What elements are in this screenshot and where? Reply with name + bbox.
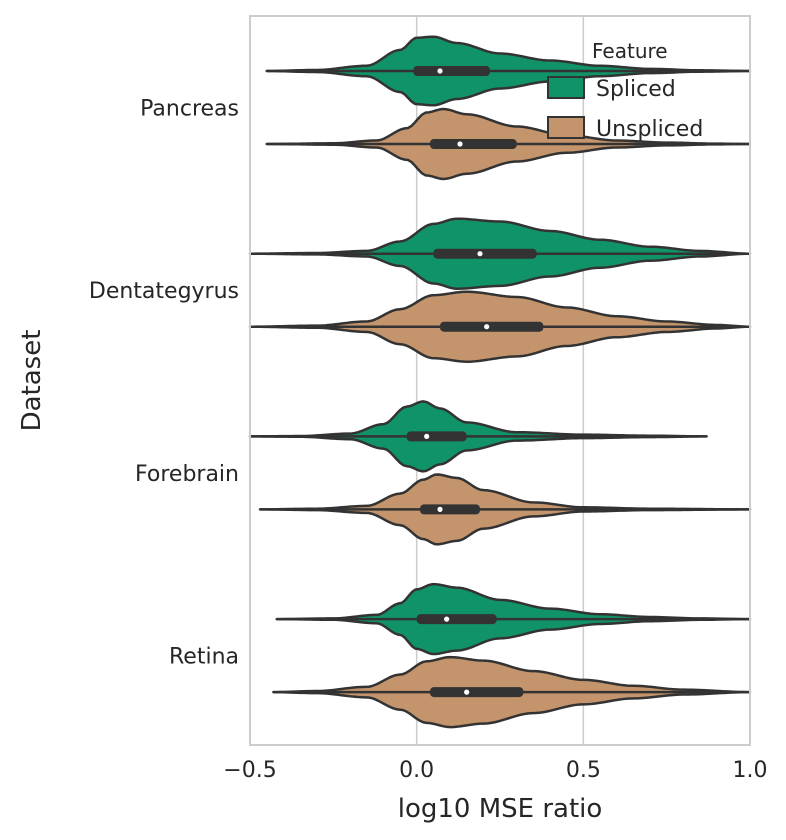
violin-dentategyrus-spliced xyxy=(248,217,752,290)
x-ticks: −0.5 0.0 0.5 1.0 xyxy=(223,758,767,783)
median-marker xyxy=(437,68,443,74)
violin-forebrain-unspliced xyxy=(258,473,752,546)
median-marker xyxy=(464,689,470,695)
violin-retina-unspliced xyxy=(272,655,752,729)
y-category-label: Dentategyrus xyxy=(89,279,239,304)
y-category-label: Retina xyxy=(169,645,239,670)
legend-label-unspliced: Unspliced xyxy=(596,117,703,142)
violin-forebrain-spliced xyxy=(248,400,708,473)
x-tick-label: 1.0 xyxy=(733,758,768,783)
iqr-box xyxy=(416,614,497,625)
legend-title: Feature xyxy=(592,39,668,63)
median-marker xyxy=(457,141,463,147)
x-tick-label: 0.0 xyxy=(399,758,434,783)
y-category-label: Forebrain xyxy=(135,462,239,487)
x-axis-title: log10 MSE ratio xyxy=(398,794,603,824)
y-category-label: Pancreas xyxy=(140,97,239,122)
x-tick-label: −0.5 xyxy=(223,758,276,783)
legend-swatch-unspliced xyxy=(547,116,585,139)
median-marker xyxy=(484,324,490,330)
iqr-box xyxy=(430,139,517,149)
y-category-labels: Pancreas Dentategyrus Forebrain Retina xyxy=(89,97,239,670)
iqr-box xyxy=(406,431,467,442)
legend-swatch-spliced xyxy=(547,76,585,99)
violin-pancreas-spliced xyxy=(265,35,752,107)
y-axis-title: Dataset xyxy=(17,330,47,432)
violin-dentategyrus-unspliced xyxy=(248,290,752,363)
legend-label-spliced: Spliced xyxy=(596,77,676,102)
violin-retina-spliced xyxy=(275,582,752,656)
median-marker xyxy=(437,506,443,512)
plot-frame xyxy=(249,15,751,746)
median-marker xyxy=(424,433,430,439)
iqr-box xyxy=(430,687,524,698)
iqr-box xyxy=(440,321,544,332)
legend: Feature Spliced Unspliced xyxy=(547,39,703,142)
median-marker xyxy=(444,616,450,622)
iqr-box xyxy=(433,248,537,259)
iqr-box xyxy=(413,66,490,76)
median-marker xyxy=(477,251,483,257)
iqr-box xyxy=(420,504,480,515)
x-tick-label: 0.5 xyxy=(566,758,601,783)
